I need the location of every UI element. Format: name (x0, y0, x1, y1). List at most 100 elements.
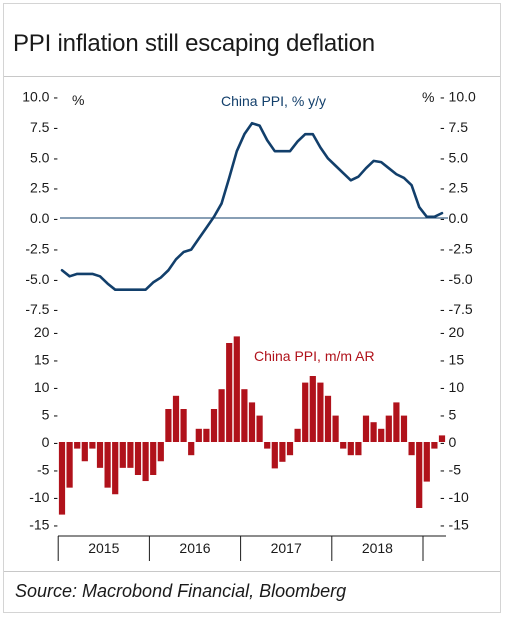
bar (104, 442, 111, 488)
y-tick-left-bottom: 0 - (42, 434, 59, 450)
y-tick-left-bottom: -15 - (29, 517, 58, 533)
bar (355, 442, 362, 456)
line-series-yy (60, 121, 444, 291)
bar (127, 442, 134, 468)
y-tick-left-bottom: -10 - (29, 489, 58, 505)
x-tick-year: 2017 (271, 540, 302, 556)
series-label-yy: China PPI, % y/y (221, 93, 326, 109)
bar (112, 442, 119, 495)
line-yy (60, 121, 444, 291)
bar (302, 382, 309, 442)
bar (294, 428, 301, 442)
x-tick-year: 2015 (88, 540, 119, 556)
bar (400, 415, 408, 442)
bar (119, 442, 126, 468)
unit-right: % (422, 89, 434, 105)
y-tick-right-bottom: - 20 (440, 324, 464, 340)
bar (150, 442, 157, 475)
y-tick-right-top: - 7.5 (440, 119, 468, 135)
bar (203, 428, 210, 442)
y-tick-left-top: 10.0 - (22, 89, 58, 105)
y-tick-right-top: - -5.0 (440, 271, 473, 287)
bar (180, 409, 187, 442)
bar (134, 442, 142, 475)
chart-frame (3, 3, 501, 613)
y-tick-left-bottom: -5 - (37, 462, 58, 478)
x-tick-year: 2018 (362, 540, 393, 556)
y-tick-right-top: - 2.5 (440, 180, 468, 196)
y-tick-right-bottom: - 5 (440, 407, 457, 423)
bar (324, 395, 332, 442)
bar (332, 415, 339, 442)
bar (438, 435, 446, 442)
y-tick-right-bottom: - 10 (440, 379, 464, 395)
source-divider (4, 571, 500, 572)
bar (416, 442, 423, 508)
y-tick-right-bottom: - -5 (440, 462, 461, 478)
y-tick-left-bottom: 20 - (34, 324, 58, 340)
y-tick-left-bottom: 5 - (42, 407, 59, 423)
y-tick-left-bottom: 10 - (34, 379, 58, 395)
y-tick-right-bottom: - 15 (440, 352, 464, 368)
bar (431, 442, 438, 449)
bar (385, 415, 392, 442)
bar (81, 442, 88, 462)
bar (256, 415, 263, 442)
y-tick-right-top: - -7.5 (440, 301, 473, 317)
bar (408, 442, 415, 456)
y-tick-left-top: 0.0 - (30, 210, 58, 226)
bar (340, 442, 347, 449)
axes: 10.0 - - 10.0 7.5 - - 7.5 5.0 - - 5.0 2.5 - - 2… (22, 89, 476, 561)
bar (241, 389, 248, 442)
bar (226, 343, 233, 442)
y-tick-left-top: -7.5 - (25, 301, 58, 317)
bar (279, 442, 286, 462)
chart-title: PPI inflation still escaping deflation (13, 30, 375, 57)
bar (362, 415, 370, 442)
bar (271, 442, 278, 469)
y-tick-left-top: 2.5 - (30, 180, 58, 196)
bar (142, 442, 149, 482)
bar (423, 442, 430, 482)
y-tick-left-top: 7.5 - (30, 119, 58, 135)
unit-left: % (72, 92, 84, 108)
bar (393, 402, 400, 442)
bar (264, 442, 271, 449)
y-tick-right-bottom: - -15 (440, 517, 469, 533)
bar (89, 442, 96, 449)
y-tick-right-bottom: - -10 (440, 489, 469, 505)
bar (378, 428, 385, 442)
labels: % % China PPI, % y/y China PPI, m/m AR (72, 89, 434, 364)
y-tick-right-top: - 5.0 (440, 149, 468, 165)
bar-series-mm (58, 336, 446, 515)
bar (165, 409, 172, 442)
bar (58, 442, 66, 515)
bar (218, 389, 225, 442)
bar (66, 442, 73, 488)
bar (370, 422, 377, 442)
bar (195, 428, 202, 442)
y-tick-left-top: -5.0 - (25, 271, 58, 287)
series-label-mm: China PPI, m/m AR (254, 348, 375, 364)
bar (317, 382, 324, 442)
bar (233, 336, 240, 442)
y-tick-left-top: 5.0 - (30, 149, 58, 165)
source-note: Source: Macrobond Financial, Bloomberg (15, 581, 347, 601)
bar (96, 442, 104, 468)
y-tick-left-bottom: 15 - (34, 352, 58, 368)
bar (309, 376, 316, 442)
bar (157, 442, 164, 462)
y-tick-right-top: - 0.0 (440, 210, 468, 226)
bar (286, 442, 294, 456)
title-divider (4, 76, 500, 77)
y-tick-right-top: - 10.0 (440, 89, 476, 105)
bar (347, 442, 354, 456)
x-tick-year: 2016 (179, 540, 210, 556)
bar (188, 442, 195, 456)
bar (74, 442, 81, 449)
bar (248, 402, 256, 442)
bar (172, 395, 180, 442)
bar (210, 409, 218, 442)
y-tick-right-top: - -2.5 (440, 240, 473, 256)
